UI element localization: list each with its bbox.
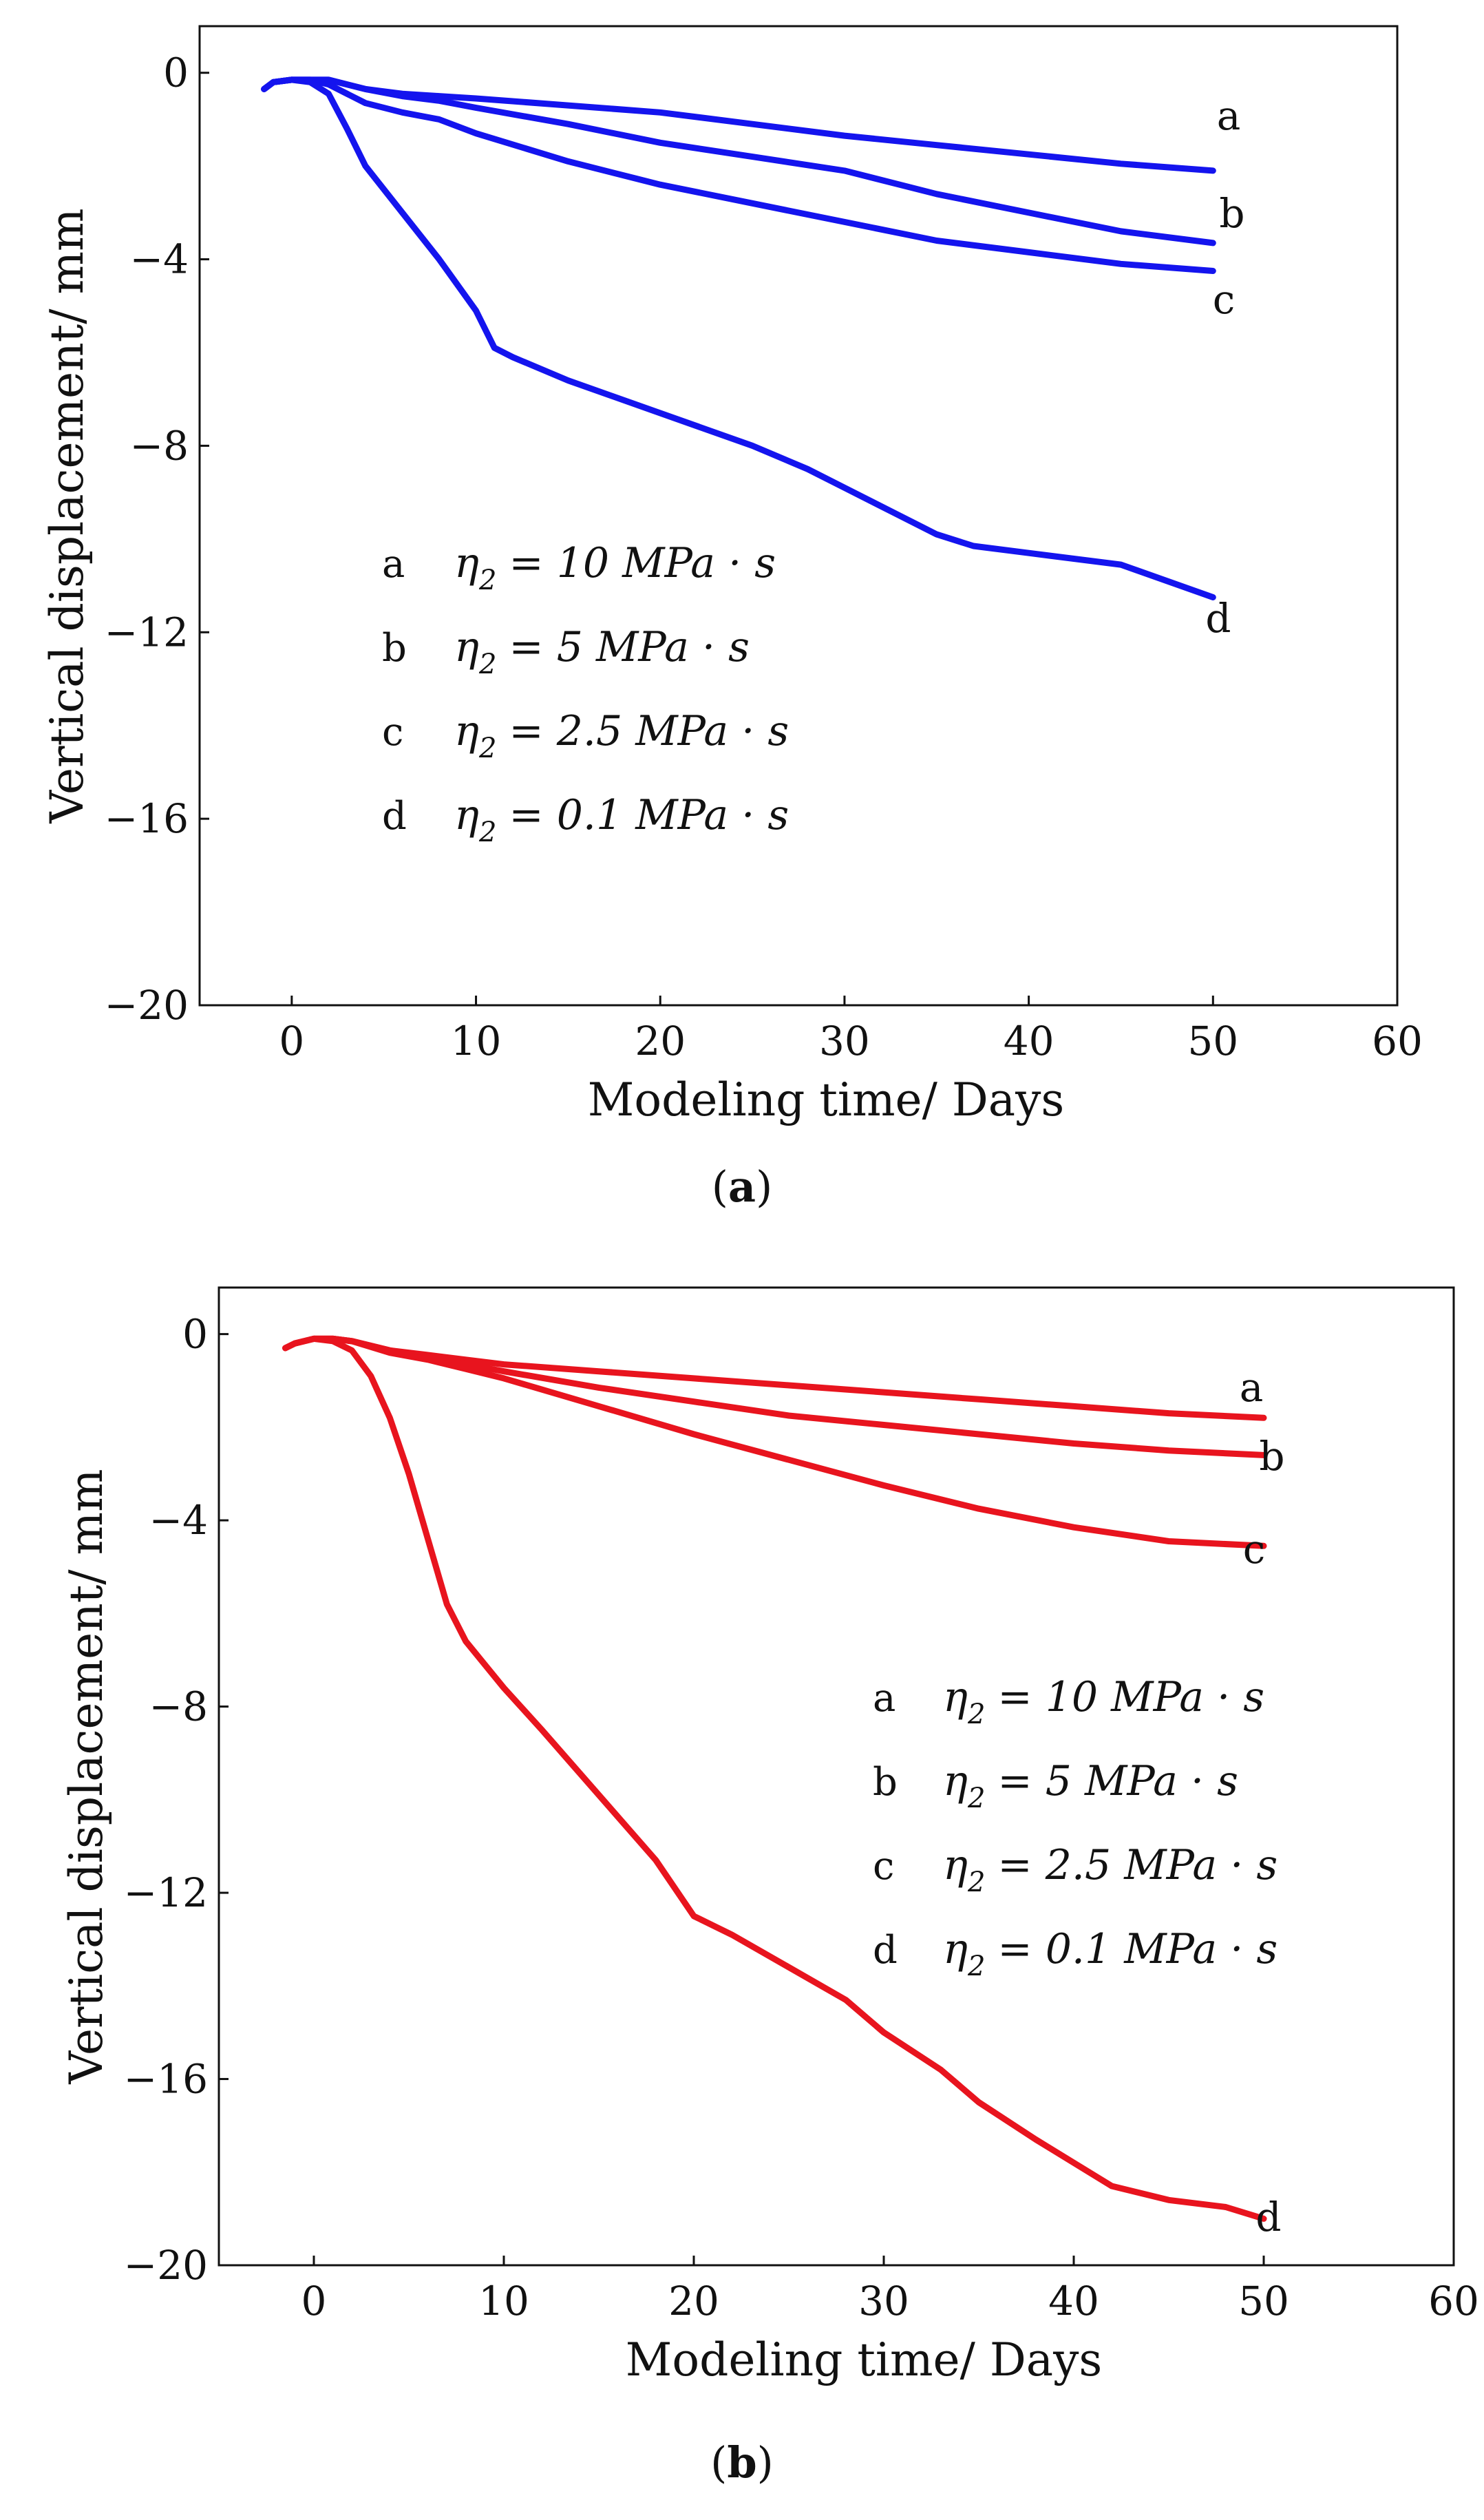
y-tick-label: −16 — [105, 795, 189, 842]
legend-eta: η — [454, 539, 479, 587]
legend-expression-b: η2 = 5 MPa · s — [943, 1757, 1238, 1814]
legend-expression-b: η2 = 5 MPa · s — [454, 623, 750, 680]
y-axis-title: Vertical displacement/ mm — [41, 208, 94, 823]
x-axis-title: Modeling time/ Days — [588, 1073, 1064, 1126]
x-tick-label: 30 — [819, 1018, 870, 1064]
legend-key-d: d — [382, 794, 407, 839]
legend-key-d: d — [873, 1928, 898, 1973]
y-tick-label: −20 — [105, 982, 189, 1029]
y-tick-label: −8 — [130, 422, 189, 469]
y-tick-label: −16 — [124, 2056, 208, 2103]
y-tick-label: −12 — [124, 1869, 208, 1916]
series-line-d — [261, 76, 1216, 600]
y-tick-label: −4 — [149, 1497, 209, 1544]
panel-caption: (a) — [712, 1162, 773, 1212]
y-tick-label: −20 — [124, 2242, 208, 2289]
legend-value: = 5 MPa · s — [509, 623, 749, 671]
legend-subscript: 2 — [967, 1951, 985, 1982]
legend-expression-a: η2 = 10 MPa · s — [943, 1673, 1264, 1730]
legend-value: = 10 MPa · s — [997, 1673, 1264, 1721]
legend-key-b: b — [873, 1760, 898, 1805]
y-axis-title: Vertical displacement/ mm — [60, 1469, 113, 2084]
legend-key-c: c — [873, 1844, 894, 1889]
series-end-label-c: c — [1243, 1526, 1265, 1573]
y-tick-label: 0 — [163, 50, 189, 96]
series-end-label-a: a — [1240, 1364, 1264, 1411]
series-end-label-d: d — [1255, 2194, 1281, 2240]
series-end-label-c: c — [1213, 276, 1235, 323]
legend-key-a: a — [382, 542, 405, 587]
y-tick-label: −12 — [105, 609, 189, 655]
legend-expression-a: η2 = 10 MPa · s — [454, 539, 776, 596]
x-tick-label: 0 — [301, 2278, 327, 2324]
x-axis-title: Modeling time/ Days — [626, 2333, 1102, 2386]
x-tick-label: 50 — [1187, 1018, 1238, 1064]
x-tick-label: 50 — [1238, 2278, 1289, 2324]
x-tick-label: 60 — [1372, 1018, 1423, 1064]
y-tick-label: −8 — [149, 1683, 209, 1730]
legend-subscript: 2 — [478, 565, 496, 596]
series-end-label-b: b — [1259, 1433, 1284, 1480]
plot-frame — [198, 25, 1399, 1007]
series-end-label-a: a — [1217, 92, 1241, 139]
legend-value: = 2.5 MPa · s — [997, 1841, 1278, 1889]
x-tick-label: 60 — [1428, 2278, 1479, 2324]
x-tick-label: 40 — [1048, 2278, 1099, 2324]
legend-subscript: 2 — [478, 817, 496, 848]
panel-caption-letter: a — [728, 1162, 756, 1212]
legend-subscript: 2 — [478, 733, 496, 764]
chart-panel-a: 0 10 20 30 40 50 60 0 −4 −8 −12 −16 −20 Modeling time… — [41, 25, 1423, 1212]
y-tick-label: −4 — [130, 236, 189, 283]
x-tick-label: 0 — [279, 1018, 304, 1064]
legend-eta: η — [454, 707, 479, 755]
legend-eta: η — [943, 1925, 968, 1973]
legend-value: = 0.1 MPa · s — [509, 791, 789, 839]
x-tick-label: 20 — [668, 2278, 719, 2324]
legend-eta: η — [943, 1757, 968, 1805]
chart-panel-b: 0 10 20 30 40 50 60 0 −4 −8 −12 −16 −20 Modeling time… — [60, 1286, 1479, 2488]
x-tick-label: 10 — [451, 1018, 502, 1064]
legend-subscript: 2 — [967, 1783, 985, 1814]
legend-expression-c: η2 = 2.5 MPa · s — [943, 1841, 1278, 1898]
x-tick-label: 30 — [858, 2278, 909, 2324]
legend-eta: η — [454, 623, 479, 671]
legend-value: = 10 MPa · s — [509, 539, 776, 587]
plot-frame — [218, 1286, 1455, 2267]
legend-subscript: 2 — [967, 1699, 985, 1730]
panel-caption-letter: b — [727, 2437, 756, 2488]
legend-eta: η — [454, 791, 479, 839]
legend-eta: η — [943, 1841, 968, 1889]
legend-expression-d: η2 = 0.1 MPa · s — [454, 791, 789, 848]
series-line-d — [282, 1335, 1267, 2222]
x-tick-label: 40 — [1004, 1018, 1054, 1064]
panel-caption: (b) — [710, 2437, 774, 2488]
legend-expression-d: η2 = 0.1 MPa · s — [943, 1925, 1278, 1982]
legend-value: = 2.5 MPa · s — [509, 707, 789, 755]
legend-key-b: b — [382, 626, 407, 671]
legend-value: = 5 MPa · s — [997, 1757, 1238, 1805]
series-end-label-d: d — [1205, 595, 1231, 642]
legend-subscript: 2 — [967, 1867, 985, 1898]
legend-eta: η — [943, 1673, 968, 1721]
legend-subscript: 2 — [478, 649, 496, 680]
series-end-label-b: b — [1219, 190, 1244, 237]
legend-expression-c: η2 = 2.5 MPa · s — [454, 707, 789, 764]
x-tick-label: 20 — [635, 1018, 686, 1064]
legend-value: = 0.1 MPa · s — [997, 1925, 1278, 1973]
x-tick-label: 10 — [478, 2278, 529, 2324]
y-tick-label: 0 — [182, 1311, 208, 1358]
legend-key-c: c — [382, 710, 403, 755]
legend-key-a: a — [873, 1676, 895, 1721]
